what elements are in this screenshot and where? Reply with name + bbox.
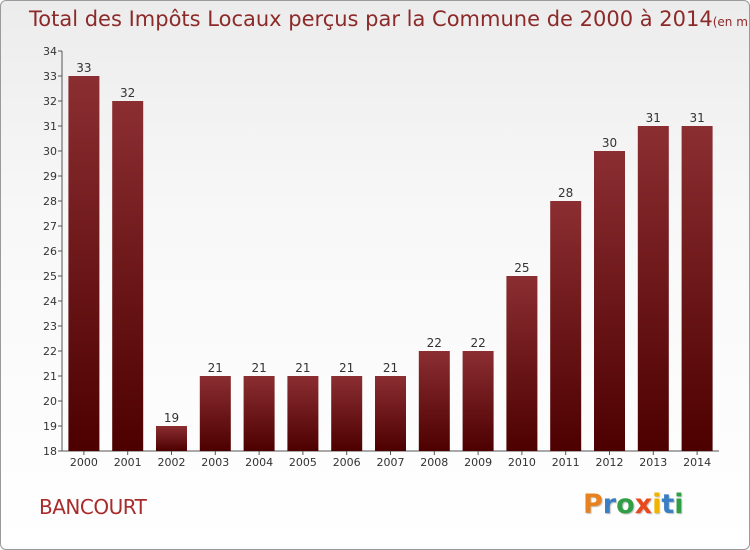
- bar-2009: [462, 351, 494, 451]
- data-labels: 33 32 19 21 21 21 21 21 22 22 25 28 30 31 31: [76, 61, 704, 425]
- y-tick-label: 24: [43, 295, 57, 308]
- bar-2013: [637, 126, 669, 451]
- x-tick-label: 2000: [70, 456, 98, 469]
- data-label-2008: 22: [427, 336, 442, 350]
- brand-letter: i: [674, 489, 684, 520]
- y-tick-label: 28: [43, 195, 57, 208]
- data-label-2009: 22: [470, 336, 485, 350]
- brand-logo: Proxiti: [583, 489, 684, 520]
- brand-letter: r: [602, 489, 617, 520]
- bar-2003: [199, 376, 231, 451]
- y-tick-label: 27: [43, 220, 57, 233]
- y-tick-label: 19: [43, 420, 57, 433]
- y-tick-label: 21: [43, 370, 57, 383]
- data-label-2013: 31: [646, 111, 661, 125]
- data-label-2011: 28: [558, 186, 573, 200]
- bar-2001: [112, 101, 144, 451]
- y-tick-label: 31: [43, 120, 57, 133]
- data-label-2001: 32: [120, 86, 135, 100]
- x-tick-label: 2005: [289, 456, 317, 469]
- bar-2002: [156, 426, 187, 451]
- axes: 18 19 20 21 22 23 24 25 26 27 28 29 30 31 32 33 34 2000 20…: [43, 45, 719, 469]
- y-tick-label: 23: [43, 320, 57, 333]
- title-row: Total des Impôts Locaux perçus par la Co…: [29, 7, 750, 31]
- brand-letter: i: [652, 489, 662, 520]
- data-label-2012: 30: [602, 136, 617, 150]
- bar-2006: [331, 376, 363, 451]
- data-label-2004: 21: [251, 361, 266, 375]
- data-label-2002: 19: [164, 411, 179, 425]
- chart-title: Total des Impôts Locaux perçus par la Co…: [29, 7, 713, 31]
- data-label-2005: 21: [295, 361, 310, 375]
- x-tick-label: 2011: [552, 456, 580, 469]
- data-label-2003: 21: [208, 361, 223, 375]
- x-tick-label: 2001: [114, 456, 142, 469]
- y-tick-label: 22: [43, 345, 57, 358]
- bar-2007: [375, 376, 406, 451]
- commune-name: BANCOURT: [39, 495, 147, 519]
- x-tick-label: 2012: [596, 456, 624, 469]
- bar-2011: [550, 201, 582, 451]
- y-tick-label: 33: [43, 70, 57, 83]
- y-tick-label: 29: [43, 170, 57, 183]
- bar-2008: [418, 351, 450, 451]
- y-tick-label: 25: [43, 270, 57, 283]
- data-label-2000: 33: [76, 61, 91, 75]
- brand-letter: t: [661, 489, 675, 520]
- bars: [68, 76, 713, 451]
- y-tick-label: 32: [43, 95, 57, 108]
- data-label-2014: 31: [689, 111, 704, 125]
- x-tick-label: 2014: [683, 456, 711, 469]
- brand-letter: o: [616, 489, 635, 520]
- x-tick-label: 2007: [377, 456, 405, 469]
- bar-2010: [506, 276, 538, 451]
- data-label-2006: 21: [339, 361, 354, 375]
- chart-unit: (en milliers d'€): [712, 15, 750, 29]
- y-tick-label: 20: [43, 395, 57, 408]
- y-tick-label: 34: [43, 45, 57, 58]
- brand-letter: P: [583, 489, 603, 520]
- x-tick-label: 2004: [245, 456, 273, 469]
- y-tick-label: 30: [43, 145, 57, 158]
- x-tick-label: 2010: [508, 456, 536, 469]
- x-tick-label: 2009: [464, 456, 492, 469]
- x-tick-label: 2013: [639, 456, 667, 469]
- x-tick-label: 2003: [201, 456, 229, 469]
- bar-2004: [243, 376, 275, 451]
- x-tick-label: 2006: [333, 456, 361, 469]
- brand-letter: x: [634, 489, 653, 520]
- y-tick-label: 26: [43, 245, 57, 258]
- data-label-2007: 21: [383, 361, 398, 375]
- bar-2012: [594, 151, 625, 451]
- data-label-2010: 25: [514, 261, 529, 275]
- bar-2005: [287, 376, 319, 451]
- bar-2000: [68, 76, 100, 451]
- x-tick-label: 2002: [158, 456, 186, 469]
- bar-2014: [681, 126, 713, 451]
- y-tick-label: 18: [43, 445, 57, 458]
- x-tick-label: 2008: [420, 456, 448, 469]
